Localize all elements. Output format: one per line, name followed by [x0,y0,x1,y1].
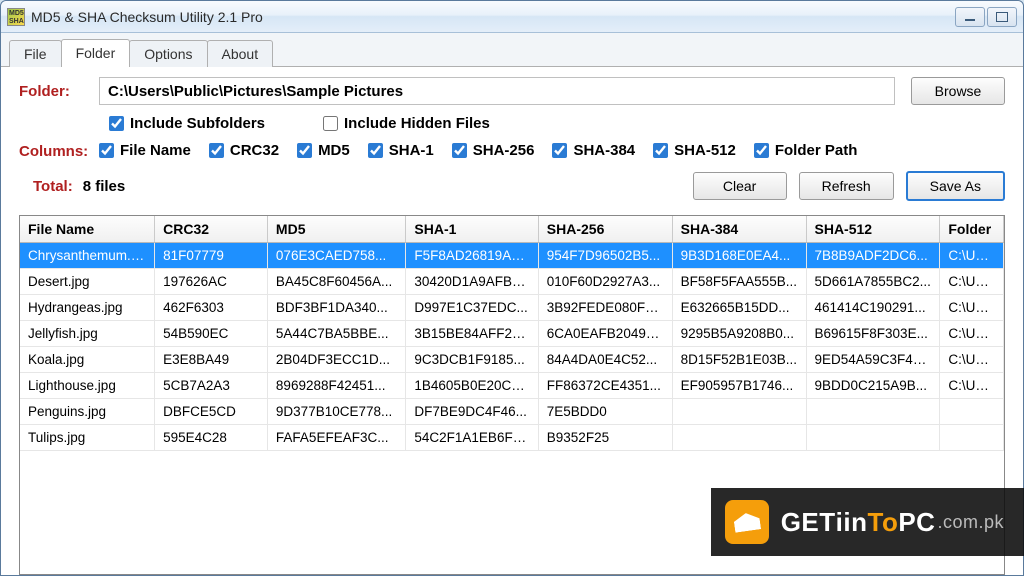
watermark: GETiinToPC.com.pk [711,488,1024,556]
total-value: 8 files [83,178,126,195]
tabstrip: File Folder Options About [1,33,1023,67]
column-opt-sha-384[interactable]: SHA-384 [552,142,635,159]
table-row[interactable]: Desert.jpg197626ACBA45C8F60456A...30420D… [20,269,1004,295]
maximize-button[interactable] [987,7,1017,27]
table-row[interactable]: Jellyfish.jpg54B590EC5A44C7BA5BBE...3B15… [20,321,1004,347]
table-row[interactable]: Lighthouse.jpg5CB7A2A38969288F42451...1B… [20,373,1004,399]
tab-file[interactable]: File [9,40,62,67]
include-hidden-checkbox[interactable]: Include Hidden Files [323,115,490,132]
titlebar[interactable]: MD5SHA MD5 & SHA Checksum Utility 2.1 Pr… [1,1,1023,33]
folder-path-input[interactable] [99,77,895,105]
include-subfolders-checkbox[interactable]: Include Subfolders [109,115,265,132]
tab-about[interactable]: About [207,40,274,67]
minimize-button[interactable] [955,7,985,27]
table-row[interactable]: Koala.jpgE3E8BA492B04DF3ECC1D...9C3DCB1F… [20,347,1004,373]
column-opt-sha-256[interactable]: SHA-256 [452,142,535,159]
watermark-logo-icon [725,500,769,544]
col-header[interactable]: CRC32 [155,216,268,243]
include-subfolders-input[interactable] [109,116,124,131]
table-row[interactable]: Penguins.jpgDBFCE5CD9D377B10CE778...DF7B… [20,399,1004,425]
col-header[interactable]: SHA-384 [672,216,806,243]
col-header[interactable]: SHA-512 [806,216,940,243]
include-hidden-input[interactable] [323,116,338,131]
column-opt-sha-1[interactable]: SHA-1 [368,142,434,159]
col-header[interactable]: MD5 [267,216,405,243]
save-as-button[interactable]: Save As [906,171,1005,201]
app-icon: MD5SHA [7,8,25,26]
column-opt-sha-512[interactable]: SHA-512 [653,142,736,159]
tab-folder[interactable]: Folder [61,39,131,67]
col-header[interactable]: Folder [940,216,1004,243]
tab-options[interactable]: Options [129,40,207,67]
table-row[interactable]: Chrysanthemum.jpg81F07779076E3CAED758...… [20,243,1004,269]
col-header[interactable]: SHA-256 [538,216,672,243]
column-opt-file-name[interactable]: File Name [99,142,191,159]
column-opt-folder-path[interactable]: Folder Path [754,142,858,159]
column-opt-md5[interactable]: MD5 [297,142,350,159]
col-header[interactable]: SHA-1 [406,216,538,243]
total-label: Total: [33,178,73,195]
folder-label: Folder: [19,83,89,100]
window-title: MD5 & SHA Checksum Utility 2.1 Pro [31,9,955,25]
browse-button[interactable]: Browse [911,77,1005,105]
columns-label: Columns: [19,143,89,160]
clear-button[interactable]: Clear [693,172,787,200]
table-row[interactable]: Tulips.jpg595E4C28FAFA5EFEAF3C...54C2F1A… [20,425,1004,451]
table-row[interactable]: Hydrangeas.jpg462F6303BDF3BF1DA340...D99… [20,295,1004,321]
col-header[interactable]: File Name [20,216,155,243]
column-opt-crc32[interactable]: CRC32 [209,142,279,159]
refresh-button[interactable]: Refresh [799,172,894,200]
